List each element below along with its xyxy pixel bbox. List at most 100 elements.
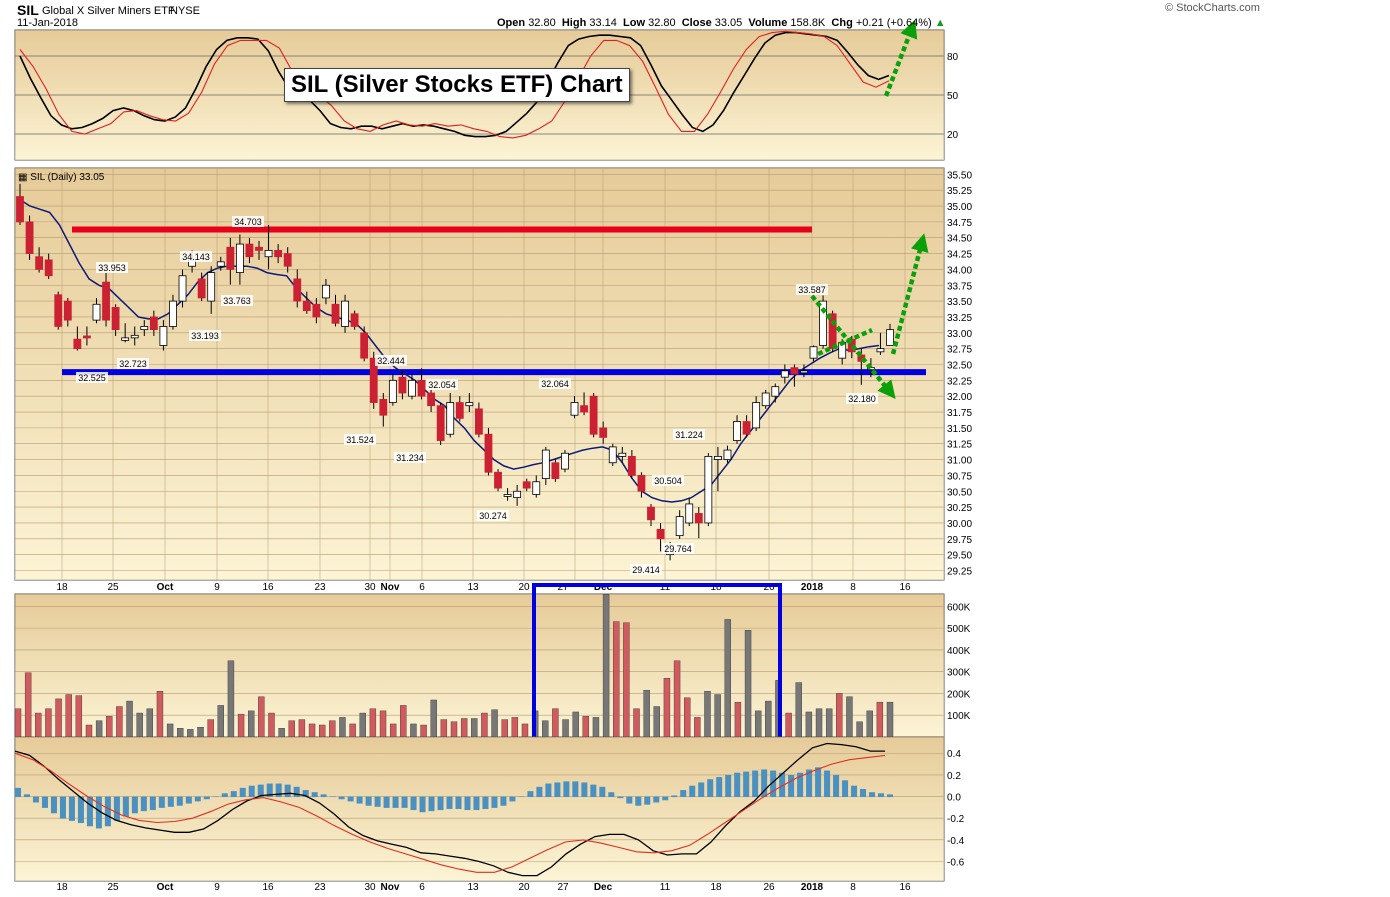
macd-histogram-bar <box>284 784 291 798</box>
x-axis-label: 13 <box>467 582 479 593</box>
x-axis-label: 16 <box>899 582 911 593</box>
volume-bar <box>146 708 154 738</box>
volume-bar <box>24 672 32 738</box>
volume-bar <box>724 619 731 738</box>
price-tick-label: 35.50 <box>947 170 972 181</box>
volume-bar <box>613 621 620 738</box>
volume-bar <box>552 708 559 738</box>
candlestick <box>761 392 770 407</box>
candlestick <box>627 455 636 476</box>
volume-tick-label: 600K <box>947 602 971 613</box>
chg-label: Chg <box>831 17 853 29</box>
macd-histogram-bar <box>545 783 552 798</box>
x-axis-label: 13 <box>467 882 479 893</box>
x-axis-label: 23 <box>314 582 326 593</box>
macd-histogram-bar <box>149 796 156 811</box>
volume-bar <box>278 728 285 738</box>
price-tick-label: 32.00 <box>947 392 972 403</box>
macd-histogram-bar <box>347 796 354 802</box>
macd-histogram-bar <box>95 796 102 829</box>
macd-histogram-bar <box>815 767 822 798</box>
macd-histogram-bar <box>698 782 705 798</box>
candlestick <box>369 357 378 403</box>
candlestick <box>513 490 522 498</box>
annotation-bg <box>652 475 684 486</box>
volume-bar <box>836 693 843 738</box>
ticker-symbol: SIL <box>17 2 39 18</box>
price-tick-label: 33.00 <box>947 329 972 340</box>
volume-bar <box>511 717 519 738</box>
annotation-bg <box>221 295 253 306</box>
candlestick <box>331 303 340 324</box>
macd-histogram-bar <box>842 780 849 798</box>
annotation-bg <box>232 216 264 227</box>
macd-histogram-bar <box>23 794 30 798</box>
volume-label: Volume <box>748 17 788 29</box>
macd-histogram-bar <box>833 774 840 798</box>
up-triangle-icon: ▲ <box>934 17 946 29</box>
volume-bar <box>106 716 113 738</box>
annotation-bg <box>796 284 828 295</box>
security-name: Global X Silver Miners ETF <box>42 5 175 17</box>
candlestick <box>819 300 827 346</box>
candlestick <box>245 243 254 258</box>
x-axis-label: 8 <box>850 582 856 593</box>
candlestick <box>675 516 684 537</box>
candlestick <box>63 300 72 321</box>
macd-histogram-bar <box>59 796 66 819</box>
macd-histogram-bar <box>356 796 363 804</box>
volume-bar <box>237 713 245 738</box>
candlestick <box>44 259 53 277</box>
stoch-tick-label: 20 <box>947 130 959 141</box>
volume-bar <box>765 700 772 738</box>
volume-bar <box>318 724 326 738</box>
volume-bar <box>846 696 853 738</box>
macd-histogram-bar <box>491 796 498 808</box>
candlestick <box>589 395 598 435</box>
x-axis-label: 25 <box>107 882 119 893</box>
volume-bar <box>876 701 884 738</box>
candlestick <box>455 402 464 419</box>
macd-histogram-bar <box>725 774 732 798</box>
annotation-bg <box>673 429 705 440</box>
macd-histogram-bar <box>230 791 237 798</box>
macd-histogram-bar <box>212 796 219 798</box>
price-annotation: 32.064 <box>541 379 569 389</box>
volume-bar <box>187 729 194 738</box>
price-annotation: 31.224 <box>675 430 703 440</box>
open-label: Open <box>497 17 526 29</box>
volume-bar <box>673 660 681 738</box>
volume-bar <box>663 678 671 738</box>
volume-bar <box>116 706 123 738</box>
macd-histogram-bar <box>518 796 525 798</box>
volume-bar <box>592 717 600 738</box>
x-axis-label: 27 <box>557 582 569 593</box>
annotation-bg <box>76 372 108 383</box>
price-annotation: 29.764 <box>664 544 692 554</box>
price-annotation: 32.723 <box>119 359 147 369</box>
candlestick <box>312 303 321 318</box>
candlestick <box>388 379 397 403</box>
candlestick <box>216 261 225 267</box>
macd-histogram-bar <box>662 796 669 801</box>
volume-bar <box>886 701 894 738</box>
macd-histogram-bar <box>608 792 615 798</box>
macd-histogram-bar <box>293 786 300 798</box>
exchange-label: NYSE <box>170 5 200 17</box>
volume-bar <box>754 710 762 738</box>
volume-bar <box>714 694 721 738</box>
volume-panel-shade <box>15 594 944 737</box>
macd-histogram-bar <box>221 793 228 798</box>
candlestick <box>475 408 483 435</box>
macd-histogram-bar <box>851 785 858 798</box>
candlestick <box>551 462 560 479</box>
price-annotation: 32.525 <box>78 373 106 383</box>
candlestick <box>35 256 44 270</box>
candlestick <box>408 379 416 397</box>
volume-bar <box>694 717 701 738</box>
close-value: 33.05 <box>714 17 743 29</box>
candlestick <box>398 376 407 394</box>
candlestick <box>656 528 665 540</box>
macd-tick-label: 0.0 <box>947 793 961 804</box>
candle-legend-icon: ▦ <box>18 172 28 183</box>
